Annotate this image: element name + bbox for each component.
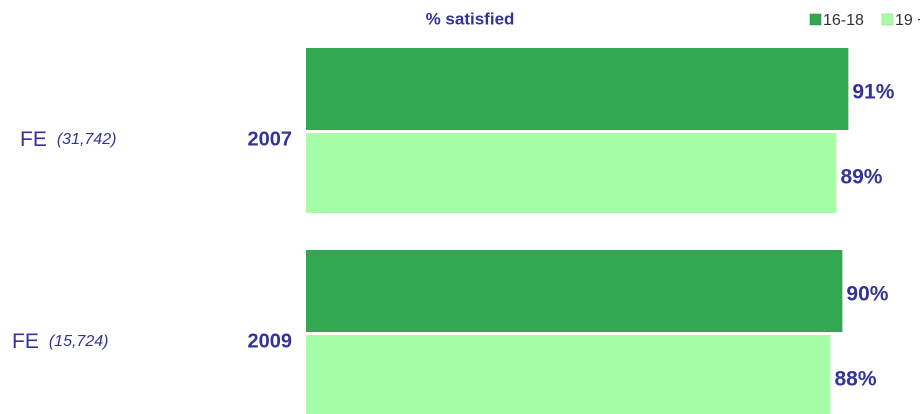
- value-label: 91%: [852, 81, 894, 104]
- category-label: 2007: [248, 128, 293, 150]
- bar: [306, 48, 849, 130]
- bar: [306, 133, 837, 213]
- group-label: FE (31,742): [20, 128, 116, 151]
- chart-title: % satisfied: [426, 9, 515, 28]
- value-label: 89%: [840, 166, 882, 189]
- bar: [306, 335, 831, 414]
- group-note: (15,724): [49, 333, 109, 350]
- value-label: 90%: [846, 283, 888, 306]
- legend-label: 16-18: [823, 12, 864, 29]
- group-name: FE: [20, 128, 47, 151]
- category-label: 2009: [248, 330, 293, 352]
- group-label: FE (15,724): [12, 330, 108, 353]
- legend-swatch: [881, 13, 894, 26]
- legend-swatch: [809, 13, 822, 26]
- bar: [306, 250, 843, 332]
- value-label: 88%: [834, 368, 876, 391]
- legend-label: 19 +: [895, 12, 920, 29]
- group-note: (31,742): [57, 131, 117, 148]
- group-name: FE: [12, 330, 39, 353]
